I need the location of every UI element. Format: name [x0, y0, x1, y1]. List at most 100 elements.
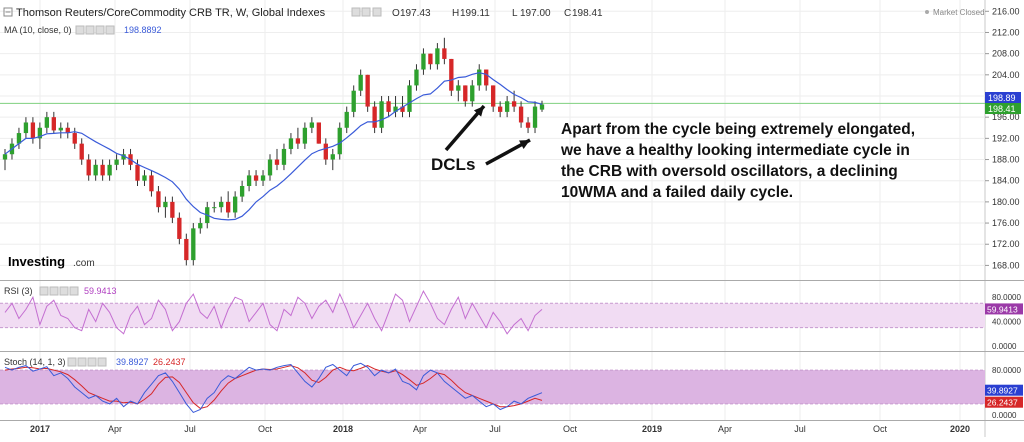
candle-body	[400, 106, 405, 112]
stoch-dropdown-icon[interactable]	[67, 357, 77, 367]
time-tick-label: Apr	[718, 424, 732, 434]
candle-body	[316, 122, 321, 144]
dcl-arrow-2-head	[519, 140, 530, 149]
candle-body	[407, 85, 412, 112]
oscillator-band	[0, 303, 985, 328]
settings-icon[interactable]	[361, 7, 371, 17]
price-badge-close-label: 198.41	[988, 104, 1016, 114]
oscillator-tick-label: 0.0000	[992, 411, 1017, 420]
dcl-label: DCLs	[431, 155, 475, 174]
candle-body	[288, 138, 294, 149]
candle-body	[428, 53, 433, 65]
candle-body	[58, 127, 63, 131]
price-tick-label: 196.00	[992, 112, 1020, 122]
ma-legend-label: MA (10, close, 0)	[4, 25, 72, 35]
candle-body	[260, 175, 266, 181]
candle-body	[184, 238, 189, 261]
candle-body	[470, 85, 475, 102]
price-tick-label: 208.00	[992, 49, 1020, 59]
candle-body	[539, 104, 545, 110]
candle-body	[421, 53, 426, 70]
market-status: Market Closed	[933, 8, 985, 17]
time-tick-label: Oct	[563, 424, 578, 434]
candle-body	[51, 117, 56, 131]
rsi-visibility-icon[interactable]	[59, 286, 69, 296]
collapse-icon[interactable]	[3, 7, 13, 17]
price-tick-label: 168.00	[992, 260, 1020, 270]
ohlc-O-label: O	[392, 8, 400, 19]
stoch-k-line	[4, 362, 543, 414]
close-icon[interactable]	[372, 7, 382, 17]
candle-body	[491, 85, 496, 107]
ohlc-C-value: 198.41	[572, 8, 603, 19]
market-status-dot	[925, 10, 929, 14]
stoch-d-value: 26.2437	[153, 357, 186, 367]
candle-body	[170, 201, 175, 218]
candle-body	[100, 164, 105, 176]
time-tick-label: Apr	[108, 424, 122, 434]
candle-body	[232, 196, 238, 213]
candle-body	[30, 122, 36, 139]
stoch-d-badge	[985, 396, 1023, 408]
candle-body	[351, 90, 356, 112]
annotation-line: we have a healthy looking intermediate c…	[560, 142, 910, 159]
candle-body	[449, 58, 454, 91]
dropdown-icon[interactable]	[351, 7, 361, 17]
candle-body	[93, 164, 98, 176]
candle-body	[518, 106, 524, 123]
price-tick-label: 184.00	[992, 176, 1020, 186]
rsi-settings-icon[interactable]	[49, 286, 59, 296]
stoch-settings-icon[interactable]	[77, 357, 87, 367]
candle-body	[386, 101, 391, 112]
stoch-k-value: 39.8927	[116, 357, 149, 367]
ma-close-icon[interactable]	[105, 25, 115, 35]
time-tick-label: Jul	[794, 424, 806, 434]
stoch-visibility-icon[interactable]	[87, 357, 97, 367]
candle-body	[511, 101, 517, 107]
candle-body	[163, 201, 168, 208]
rsi-close-icon[interactable]	[69, 286, 79, 296]
ma-line	[4, 72, 543, 221]
price-tick-label: 176.00	[992, 218, 1020, 228]
candle-body	[497, 106, 503, 112]
price-badge-ma-label: 198.89	[988, 93, 1016, 103]
rsi-dropdown-icon[interactable]	[39, 286, 49, 296]
price-tick-label: 180.00	[992, 197, 1020, 207]
price-tick-label: 216.00	[992, 6, 1020, 16]
ohlc-L-value: 197.00	[520, 8, 551, 19]
candle-body	[2, 154, 8, 160]
time-tick-label: Apr	[413, 424, 427, 434]
candle-body	[253, 175, 259, 181]
price-badge-ma	[985, 92, 1021, 103]
time-tick-label: 2018	[333, 424, 353, 434]
candle-body	[442, 48, 447, 59]
candle-body	[532, 106, 538, 128]
candle-body	[121, 154, 126, 160]
candle-body	[274, 159, 280, 165]
ohlc-L-label: L	[512, 8, 518, 19]
instrument-title: Thomson Reuters/CoreCommodity CRB TR, W,…	[16, 7, 326, 19]
price-tick-label: 192.00	[992, 133, 1020, 143]
candle-body	[135, 164, 140, 181]
time-tick-label: Oct	[258, 424, 273, 434]
ma-settings-icon[interactable]	[85, 25, 95, 35]
ma-dropdown-icon[interactable]	[75, 25, 85, 35]
candle-body	[414, 69, 419, 86]
ohlc-O-value: 197.43	[400, 8, 431, 19]
candle-body	[477, 69, 482, 86]
ma-legend-value: 198.8892	[124, 25, 162, 35]
candle-body	[456, 85, 461, 91]
time-tick-label: 2020	[950, 424, 970, 434]
price-tick-label: 212.00	[992, 27, 1020, 37]
oscillator-tick-label: 40.0000	[992, 318, 1021, 327]
candle-body	[219, 201, 224, 208]
candle-body	[246, 175, 252, 186]
price-tick-label: 204.00	[992, 70, 1020, 80]
candle-body	[435, 48, 440, 65]
oscillator-tick-label: 80.0000	[992, 293, 1021, 302]
candle-body	[463, 85, 468, 102]
ma-visibility-icon[interactable]	[95, 25, 105, 35]
stoch-d-line	[4, 365, 543, 409]
stoch-close-icon[interactable]	[97, 357, 107, 367]
